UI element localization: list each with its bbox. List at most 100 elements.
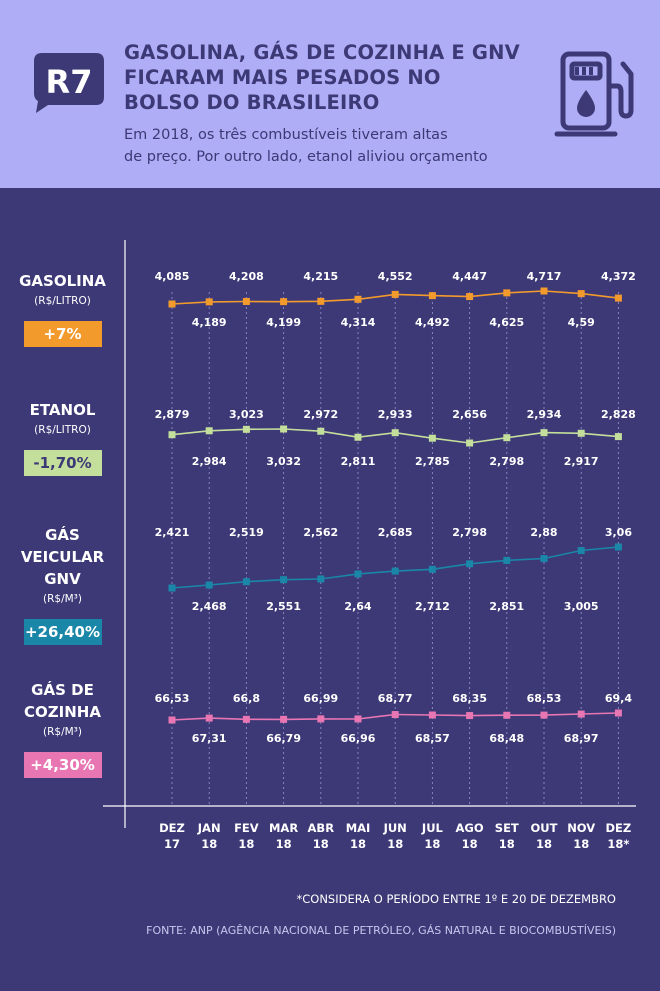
data-point — [205, 427, 213, 435]
data-point — [466, 712, 474, 720]
data-label: 66,79 — [266, 732, 301, 745]
data-label: 2,917 — [564, 455, 599, 468]
gas-cozinha-label-block: GÁS DE COZINHA (R$/M³) +4,30% — [0, 679, 125, 778]
data-point — [168, 716, 176, 724]
data-point — [205, 581, 213, 589]
data-point — [354, 295, 362, 303]
series-name: GASOLINA — [19, 272, 106, 290]
x-tick-label: MAR — [269, 821, 298, 835]
data-point — [391, 711, 399, 719]
data-label: 4,189 — [192, 316, 227, 329]
data-label: 66,99 — [303, 692, 338, 705]
x-tick-label: 17 — [164, 837, 180, 851]
data-label: 4,199 — [266, 316, 301, 329]
data-point — [242, 425, 250, 433]
data-point — [540, 555, 548, 563]
page-title: GASOLINA, GÁS DE COZINHA E GNV FICARAM M… — [124, 41, 520, 114]
x-tick-label: 18 — [573, 837, 589, 851]
data-point — [280, 425, 288, 433]
data-point — [466, 439, 474, 447]
fuel-pump-icon — [554, 51, 634, 137]
x-tick-label: 18 — [238, 837, 254, 851]
data-point — [168, 431, 176, 439]
data-label: 2,828 — [601, 408, 636, 421]
data-point — [354, 715, 362, 723]
data-label: 66,8 — [233, 692, 260, 705]
data-label: 66,96 — [341, 732, 376, 745]
data-point — [205, 714, 213, 722]
page-subtitle: Em 2018, os três combustíveis tiveram al… — [124, 127, 488, 165]
x-tick-label: 18 — [313, 837, 329, 851]
series-unit: (R$/M³) — [43, 593, 82, 605]
data-point — [317, 297, 325, 305]
data-label: 2,879 — [155, 408, 190, 421]
data-point — [540, 711, 548, 719]
data-label: 4,717 — [527, 270, 562, 283]
data-point — [168, 300, 176, 308]
data-label: 2,421 — [155, 526, 190, 539]
data-label: 2,798 — [452, 526, 487, 539]
x-tick-label: 18 — [536, 837, 552, 851]
series-name: GÁS VEICULAR GNV — [20, 526, 105, 588]
data-label: 2,972 — [303, 408, 338, 421]
data-label: 3,032 — [266, 455, 301, 468]
data-label: 2,933 — [378, 408, 413, 421]
data-point — [577, 547, 585, 555]
x-tick-label: 18 — [499, 837, 515, 851]
data-label: 3,023 — [229, 408, 264, 421]
price-line-chart: DEZ 17 JAN 18 FEV 18 MAR 18 ABR 18 MAI 18 JUN 18 JUL 18… — [103, 240, 636, 851]
x-tick-label: 18 — [350, 837, 366, 851]
data-label: 2,712 — [415, 600, 450, 613]
data-point — [428, 711, 436, 719]
data-label: 68,57 — [415, 732, 450, 745]
data-label: 2,934 — [527, 408, 562, 421]
data-point — [242, 578, 250, 586]
data-label: 4,447 — [452, 270, 487, 283]
data-point — [577, 710, 585, 718]
data-label: 4,492 — [415, 316, 450, 329]
x-tick-label: JAN — [197, 821, 221, 835]
data-point — [466, 293, 474, 301]
footnote: *CONSIDERA O PERÍODO ENTRE 1º E 20 DE DE… — [296, 892, 616, 906]
data-point — [242, 297, 250, 305]
data-point — [540, 287, 548, 295]
data-label: 67,31 — [192, 732, 227, 745]
x-tick-label: FEV — [234, 821, 259, 835]
change-badge: +4,30% — [23, 752, 102, 778]
data-point — [614, 294, 622, 302]
gasolina-label-block: GASOLINA (R$/LITRO) +7% — [0, 270, 125, 347]
series-unit: (R$/M³) — [43, 726, 82, 738]
data-point — [614, 433, 622, 441]
data-label: 4,208 — [229, 270, 264, 283]
data-point — [503, 711, 511, 719]
data-label: 68,35 — [452, 692, 487, 705]
data-label: 2,64 — [344, 600, 371, 613]
data-point — [280, 298, 288, 306]
data-point — [614, 543, 622, 551]
series-name: ETANOL — [29, 401, 96, 419]
data-label: 2,562 — [303, 526, 338, 539]
change-badge: +7% — [23, 321, 102, 347]
data-label: 4,215 — [303, 270, 338, 283]
data-label: 68,77 — [378, 692, 413, 705]
data-point — [614, 709, 622, 717]
data-point — [168, 584, 176, 592]
change-badge: -1,70% — [23, 450, 102, 476]
x-tick-label: 18* — [607, 837, 629, 851]
x-tick-label: ABR — [308, 821, 335, 835]
data-point — [503, 289, 511, 297]
data-point — [540, 429, 548, 437]
data-label: 3,06 — [605, 526, 632, 539]
data-point — [503, 434, 511, 442]
series-name: GÁS DE COZINHA — [24, 681, 101, 721]
data-label: 2,88 — [530, 526, 557, 539]
x-tick-label: 18 — [276, 837, 292, 851]
data-point — [242, 715, 250, 723]
data-point — [354, 433, 362, 441]
r7-logo-text: R7 — [46, 63, 93, 101]
data-label: 2,685 — [378, 526, 413, 539]
x-tick-label: SET — [495, 821, 519, 835]
data-point — [391, 290, 399, 298]
data-label: 4,552 — [378, 270, 413, 283]
x-tick-label: JUN — [383, 821, 407, 835]
